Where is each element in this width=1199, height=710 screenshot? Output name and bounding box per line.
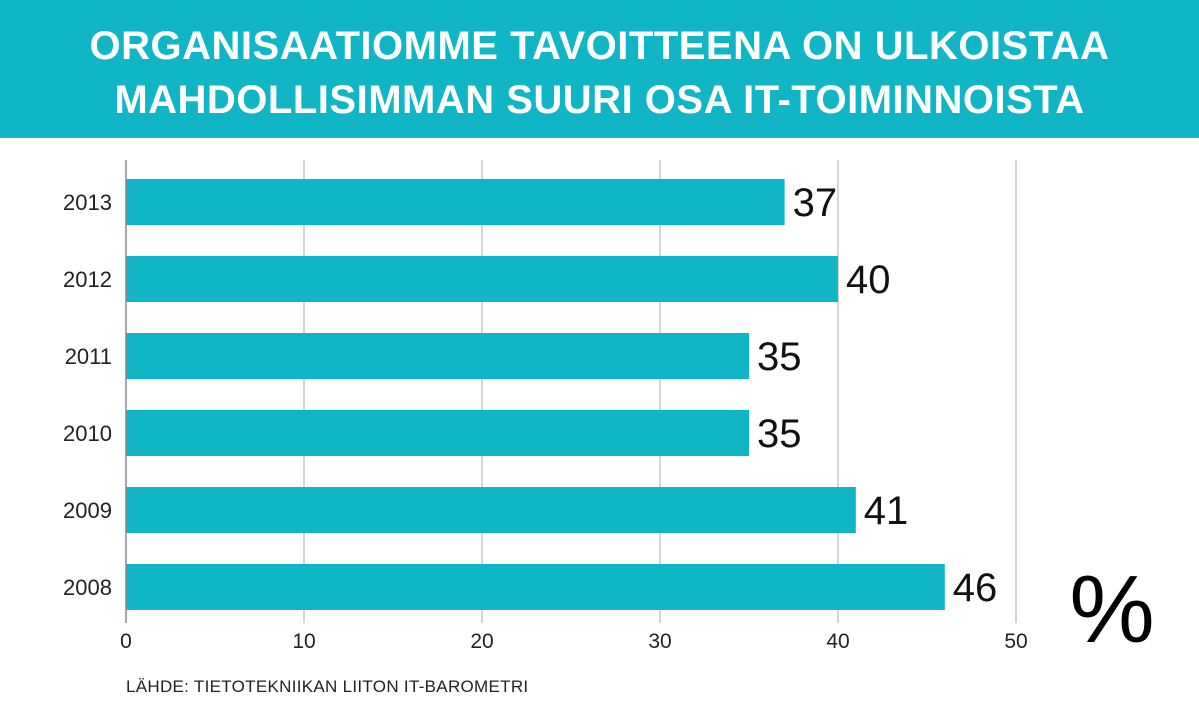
- category-label-2012: 2012: [63, 267, 112, 292]
- category-label-2011: 2011: [65, 344, 112, 369]
- x-tick-label-20: 20: [470, 630, 493, 653]
- data-label-2008: 46: [953, 566, 998, 610]
- category-label-2008: 2008: [63, 575, 112, 600]
- x-tick-label-40: 40: [826, 630, 849, 653]
- source-note: LÄHDE: TIETOTEKNIIKAN LIITON IT-BAROMETR…: [126, 677, 529, 696]
- data-label-2010: 35: [757, 412, 802, 456]
- data-label-2012: 40: [846, 258, 891, 302]
- bar-2013: [126, 179, 785, 225]
- bar-2010: [126, 410, 749, 456]
- x-tick-label-50: 50: [1004, 630, 1027, 653]
- chart-title-line-1: ORGANISAATIOMME TAVOITTEENA ON ULKOISTAA: [89, 24, 1110, 68]
- bar-2012: [126, 256, 838, 302]
- data-label-2011: 35: [757, 335, 802, 379]
- x-tick-label-30: 30: [648, 630, 671, 653]
- bar-chart: 2013 37 2012 40 2011 35 2010 35 2009 41 2008 46 0 10 2…: [63, 160, 1155, 663]
- bar-2008: [126, 564, 945, 610]
- data-label-2013: 37: [793, 181, 838, 225]
- x-tick-label-0: 0: [120, 630, 132, 653]
- bar-2009: [126, 487, 856, 533]
- unit-label: %: [1069, 556, 1154, 663]
- category-label-2010: 2010: [63, 421, 112, 446]
- chart-title-line-2: MAHDOLLISIMMAN SUURI OSA IT-TOIMINNOISTA: [114, 78, 1085, 122]
- bar-2011: [126, 333, 749, 379]
- title-banner: ORGANISAATIOMME TAVOITTEENA ON ULKOISTAA…: [0, 0, 1199, 138]
- x-tick-label-10: 10: [292, 630, 315, 653]
- category-label-2009: 2009: [63, 498, 112, 523]
- data-label-2009: 41: [864, 489, 909, 533]
- category-label-2013: 2013: [63, 190, 112, 215]
